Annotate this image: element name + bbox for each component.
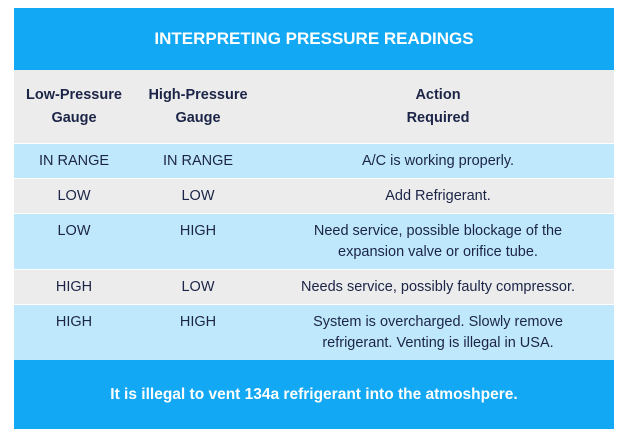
readings-card: INTERPRETING PRESSURE READINGS Low-Press… — [14, 8, 614, 429]
header-row: Low-Pressure Gauge High-Pressure Gauge Actio… — [14, 70, 614, 144]
cell-text: Add Refrigerant. — [385, 188, 491, 204]
cell-text: Need service, possible blockage of the e… — [313, 223, 563, 260]
cell-text: IN RANGE — [38, 153, 110, 169]
cell-text: IN RANGE — [162, 153, 234, 169]
table-cell: HIGH — [134, 213, 262, 270]
header-line: High-Pressure — [148, 86, 248, 103]
cell-text: LOW — [57, 188, 91, 204]
header-line: Low-Pressure — [26, 86, 122, 103]
cell-text: HIGH — [179, 223, 217, 239]
cell-text: A/C is working properly. — [361, 153, 515, 169]
header-line: Gauge — [51, 109, 97, 126]
table-cell: HIGH — [134, 304, 262, 360]
column-header: Action Required — [262, 70, 614, 144]
cell-text: Needs service, possibly faulty compresso… — [301, 279, 575, 295]
footer-note: It is illegal to vent 134a refrigerant i… — [14, 360, 614, 429]
table-cell: LOW — [14, 213, 134, 270]
table-cell: HIGH — [14, 304, 134, 360]
cell-text: LOW — [181, 188, 215, 204]
table-row: LOW LOW Add Refrigerant. — [14, 178, 614, 214]
table-body: IN RANGE IN RANGE A/C is working properly.… — [14, 143, 614, 360]
table-cell: IN RANGE — [14, 143, 134, 179]
table-row: LOW HIGH Need service, possible blockage o… — [14, 213, 614, 270]
table-cell: System is overcharged. Slowly remove ref… — [262, 304, 614, 360]
readings-table: Low-Pressure Gauge High-Pressure Gauge Actio… — [14, 70, 614, 360]
title: INTERPRETING PRESSURE READINGS — [14, 8, 614, 70]
cell-text: LOW — [57, 223, 91, 239]
column-header: Low-Pressure Gauge — [14, 70, 134, 144]
header-line: Gauge — [175, 109, 221, 126]
table-cell: LOW — [14, 178, 134, 214]
table-cell: Need service, possible blockage of the e… — [262, 213, 614, 270]
cell-text: LOW — [181, 279, 215, 295]
header-line: Action — [415, 86, 461, 103]
table-row: HIGH HIGH System is overcharged. Slowly re… — [14, 304, 614, 360]
table-cell: LOW — [134, 178, 262, 214]
column-header: High-Pressure Gauge — [134, 70, 262, 144]
table-cell: HIGH — [14, 269, 134, 305]
table-cell: Add Refrigerant. — [262, 178, 614, 214]
cell-text: System is overcharged. Slowly remove ref… — [313, 314, 563, 351]
table-row: IN RANGE IN RANGE A/C is working properly. — [14, 143, 614, 179]
cell-text: HIGH — [55, 314, 93, 330]
table-cell: A/C is working properly. — [262, 143, 614, 179]
cell-text: HIGH — [179, 314, 217, 330]
table-cell: LOW — [134, 269, 262, 305]
table-cell: IN RANGE — [134, 143, 262, 179]
table-row: HIGH LOW Needs service, possibly faulty co… — [14, 269, 614, 305]
cell-text: HIGH — [55, 279, 93, 295]
header-line: Required — [406, 109, 470, 126]
table-cell: Needs service, possibly faulty compresso… — [262, 269, 614, 305]
